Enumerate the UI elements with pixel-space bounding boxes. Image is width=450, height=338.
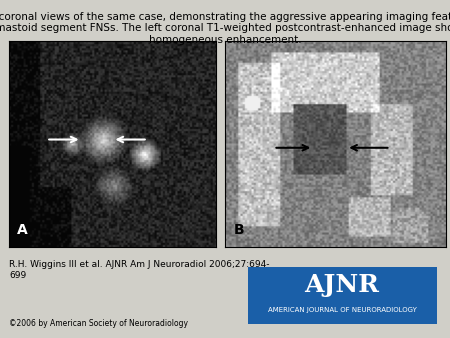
Text: Two coronal views of the same case, demonstrating the aggressive appearing imagi: Two coronal views of the same case, demo… [0,12,450,45]
Text: B: B [234,223,244,237]
Text: AMERICAN JOURNAL OF NEURORADIOLOGY: AMERICAN JOURNAL OF NEURORADIOLOGY [268,307,416,313]
Text: AJNR: AJNR [305,273,379,297]
Text: A: A [17,223,28,237]
Text: R.H. Wiggins III et al. AJNR Am J Neuroradiol 2006;27:694-
699: R.H. Wiggins III et al. AJNR Am J Neuror… [9,260,270,280]
Text: ©2006 by American Society of Neuroradiology: ©2006 by American Society of Neuroradiol… [9,319,188,328]
